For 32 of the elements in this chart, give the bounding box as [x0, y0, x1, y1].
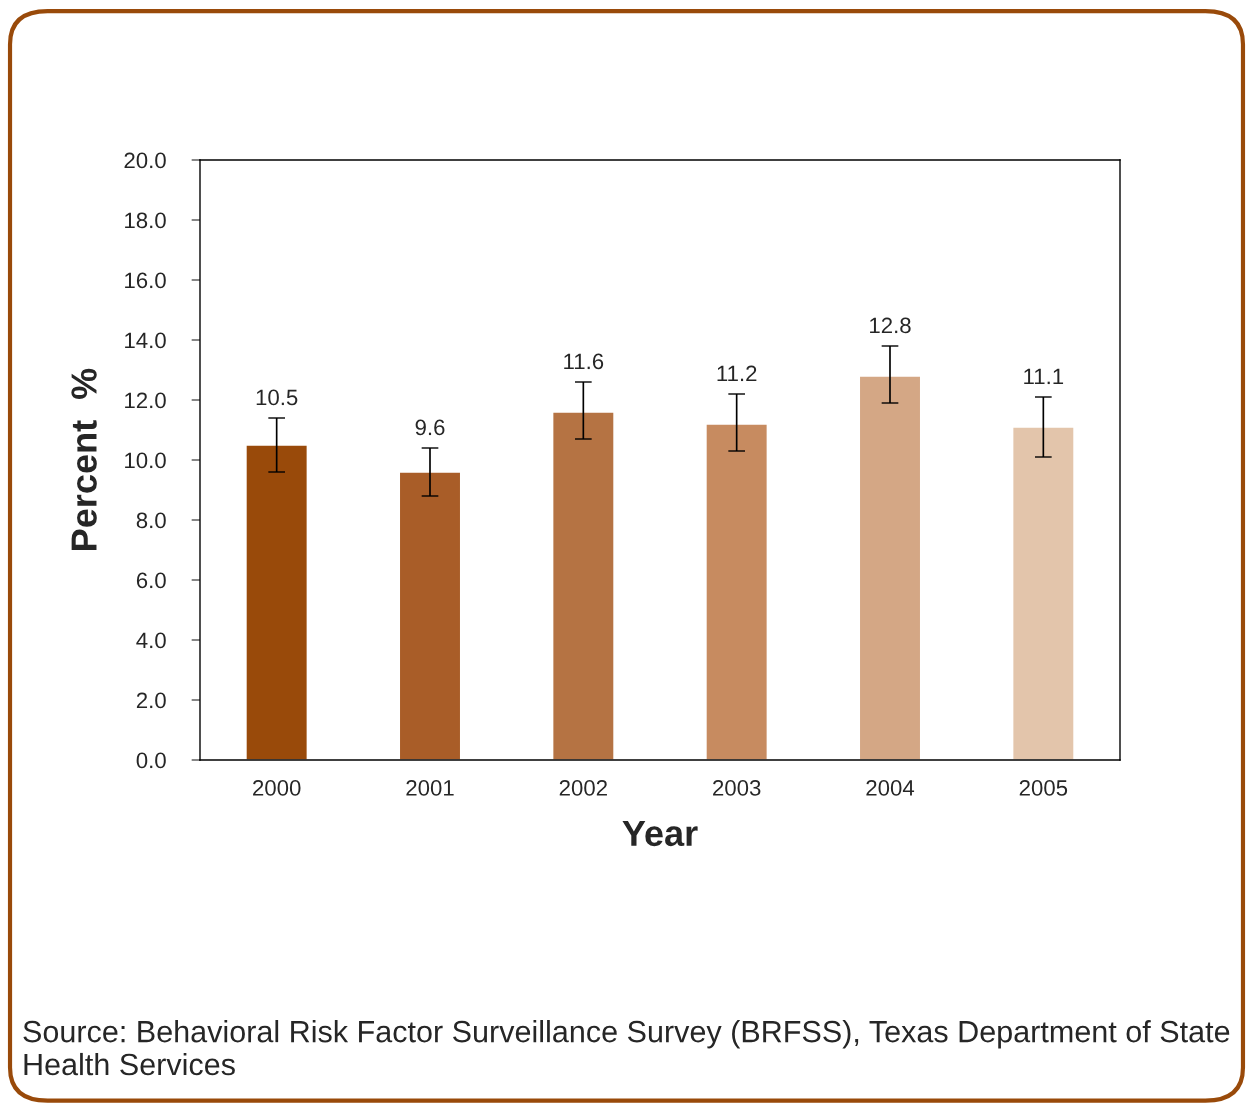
y-tick-label: 2.0: [136, 692, 166, 709]
y-tick-label: 4.0: [136, 632, 166, 649]
data-label: 11.6: [564, 353, 604, 370]
bar: [1011, 426, 1075, 760]
data-label: 9.6: [415, 419, 445, 436]
bar: [398, 471, 462, 760]
bar: [705, 423, 769, 760]
x-tick-label: 2000: [253, 780, 301, 796]
data-label: 11.2: [717, 365, 757, 382]
x-tick-label: 2003: [713, 780, 761, 796]
y-tick-label: 16.0: [125, 272, 166, 289]
x-axis-title: Year: [622, 820, 698, 847]
y-tick-label: 0.0: [136, 752, 166, 769]
y-tick-label: 8.0: [136, 512, 166, 529]
y-tick-label: 14.0: [125, 332, 166, 349]
bar: [551, 411, 615, 760]
source-note: Source: Behavioral Risk Factor Surveillance Survey (BRFSS), Texas Department of State Health Services: [23, 1020, 1230, 1076]
y-tick-label: 18.0: [125, 212, 166, 229]
y-axis-title: Percent %: [71, 368, 97, 550]
data-label: 10.5: [256, 389, 298, 406]
y-tick-label: 6.0: [136, 572, 166, 589]
x-tick-label: 2001: [406, 780, 454, 796]
data-label: 12.8: [870, 317, 911, 334]
bar: [858, 375, 922, 760]
y-tick-label: 12.0: [125, 392, 166, 409]
y-tick-label: 10.0: [125, 452, 166, 469]
bar: [245, 444, 309, 760]
y-tick-label: 20.0: [124, 152, 166, 169]
x-tick-label: 2004: [866, 780, 915, 796]
data-label: 11.1: [1024, 368, 1064, 385]
x-tick-label: 2005: [1019, 780, 1068, 796]
x-tick-label: 2002: [559, 780, 607, 796]
